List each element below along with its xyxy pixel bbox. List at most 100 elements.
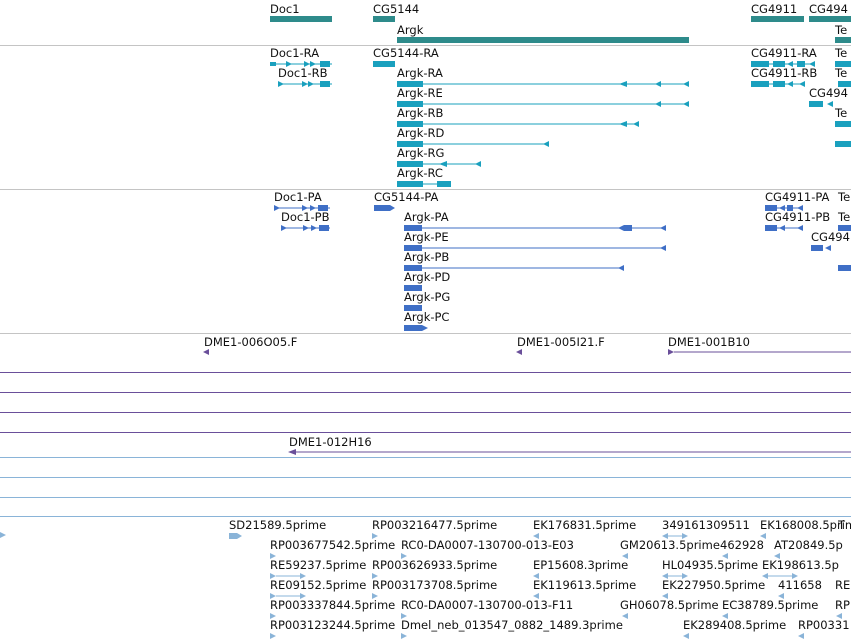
est-feature[interactable] <box>622 552 632 560</box>
protein-feature-cg4911-pa[interactable] <box>765 204 805 212</box>
est-label: EK198613.5p <box>762 558 839 572</box>
est-feature[interactable] <box>401 612 411 620</box>
gene-feature-argk[interactable] <box>397 37 689 43</box>
protein-label-argk-pg: Argk-PG <box>404 290 451 304</box>
est-feature[interactable] <box>798 632 808 640</box>
est-line[interactable] <box>0 457 851 458</box>
est-feature[interactable] <box>683 632 693 640</box>
clone-line[interactable] <box>0 392 851 393</box>
transcript-feature-argk-re[interactable] <box>397 100 691 108</box>
protein-feature-te-1[interactable] <box>838 225 851 231</box>
est-feature[interactable] <box>662 532 692 540</box>
clone-feature-4[interactable] <box>288 448 851 456</box>
est-label: EK176831.5prime <box>533 518 637 532</box>
protein-feature-argk-pa[interactable] <box>404 224 668 232</box>
transcript-feature-te-1[interactable] <box>835 61 851 67</box>
protein-feature-cg5144-pa[interactable] <box>374 204 396 212</box>
transcript-feature-te-2[interactable] <box>838 81 851 87</box>
est-label: EC38789.5prime <box>722 598 819 612</box>
est-feature[interactable] <box>270 592 310 600</box>
est-label: Dmel_neb_013547_0882_1489.3prime <box>401 618 623 632</box>
est-feature[interactable] <box>270 552 280 560</box>
protein-feature-argk-pg[interactable] <box>404 305 422 311</box>
est-feature[interactable] <box>622 612 632 620</box>
transcript-feature-argk-ra[interactable] <box>397 80 691 88</box>
gene-feature-cg494[interactable] <box>809 16 851 22</box>
est-feature[interactable] <box>762 572 802 580</box>
est-feature[interactable] <box>760 532 770 540</box>
est-label: GH06078.5prime <box>620 598 719 612</box>
est-feature[interactable] <box>270 632 280 640</box>
transcript-feature-argk-rg[interactable] <box>397 160 483 168</box>
protein-feature-cg494[interactable] <box>811 244 833 252</box>
est-label: RE59237.5prime <box>270 558 367 572</box>
gene-feature-te[interactable] <box>835 37 851 43</box>
est-feature[interactable] <box>270 572 310 580</box>
est-feature[interactable] <box>372 572 382 580</box>
protein-feature-argk-pe[interactable] <box>404 244 668 252</box>
est-feature[interactable] <box>778 592 788 600</box>
transcript-label-doc1-rb: Doc1-RB <box>278 66 328 80</box>
transcript-feature-cg494[interactable] <box>809 100 839 108</box>
gene-label-te: Te <box>835 23 848 37</box>
est-feature[interactable] <box>401 552 411 560</box>
transcript-feature-cg4911-ra[interactable] <box>751 60 817 68</box>
protein-label-cg4911-pb: CG4911-PB <box>765 210 831 224</box>
transcript-feature-argk-rd[interactable] <box>397 140 551 148</box>
protein-feature-doc1-pa[interactable] <box>274 204 332 212</box>
est-feature[interactable] <box>836 612 846 620</box>
est-feature[interactable] <box>401 632 411 640</box>
est-feature[interactable] <box>722 612 732 620</box>
est-line[interactable] <box>0 516 851 517</box>
protein-label-doc1-pb: Doc1-PB <box>281 210 330 224</box>
transcript-feature-cg4911-rb[interactable] <box>751 80 807 88</box>
gene-label-doc1: Doc1 <box>270 2 300 16</box>
est-feature[interactable] <box>533 532 543 540</box>
transcript-feature-doc1-rb[interactable] <box>278 80 332 88</box>
est-feature[interactable] <box>372 532 382 540</box>
transcript-feature-argk-rb[interactable] <box>397 120 641 128</box>
protein-feature-argk-pc[interactable] <box>404 324 430 332</box>
est-label: RC0-DA0007-130700-013-E03 <box>401 538 574 552</box>
est-feature[interactable] <box>662 572 692 580</box>
clone-line[interactable] <box>0 372 851 373</box>
est-feature[interactable] <box>722 552 732 560</box>
est-feature[interactable] <box>774 552 784 560</box>
protein-feature-doc1-pb[interactable] <box>281 224 332 232</box>
protein-feature-argk-pd[interactable] <box>404 285 422 291</box>
est-feature[interactable] <box>533 592 543 600</box>
transcript-label-cg5144-ra: CG5144-RA <box>373 46 439 60</box>
protein-feature-argk-pb[interactable] <box>404 264 626 272</box>
gene-feature-cg4911[interactable] <box>751 16 804 22</box>
protein-feature-cg4911-pb[interactable] <box>765 224 805 232</box>
est-feature[interactable] <box>229 532 245 540</box>
est-feature[interactable] <box>662 592 672 600</box>
est-feature-edge[interactable] <box>0 531 8 539</box>
est-label: 462928 <box>720 538 764 552</box>
transcript-feature-te-3[interactable] <box>835 121 851 127</box>
gene-feature-doc1[interactable] <box>270 16 332 22</box>
clone-feature-3[interactable] <box>668 348 851 356</box>
est-line[interactable] <box>0 477 851 478</box>
clone-line[interactable] <box>0 412 851 413</box>
protein-feature-te-2[interactable] <box>838 265 851 271</box>
est-feature[interactable] <box>533 572 543 580</box>
transcript-feature-cg5144-ra[interactable] <box>373 61 395 67</box>
track-separator <box>0 45 851 46</box>
est-line[interactable] <box>0 497 851 498</box>
clone-feature-2[interactable] <box>516 348 524 356</box>
est-label: HL04935.5prime <box>662 558 759 572</box>
est-feature[interactable] <box>372 592 382 600</box>
transcript-label-argk-rg: Argk-RG <box>397 146 445 160</box>
est-label: EK289408.5prime <box>683 618 787 632</box>
est-feature[interactable] <box>270 612 280 620</box>
transcript-feature-te-4[interactable] <box>835 141 851 147</box>
est-label: RP <box>835 598 850 612</box>
clone-feature-1[interactable] <box>203 348 211 356</box>
est-label: RP003216477.5prime <box>372 518 498 532</box>
gene-feature-cg5144[interactable] <box>373 16 395 22</box>
transcript-feature-argk-rc[interactable] <box>397 180 453 188</box>
transcript-label-argk-re: Argk-RE <box>397 86 443 100</box>
clone-line[interactable] <box>0 432 851 433</box>
transcript-feature-doc1-ra[interactable] <box>270 60 332 68</box>
